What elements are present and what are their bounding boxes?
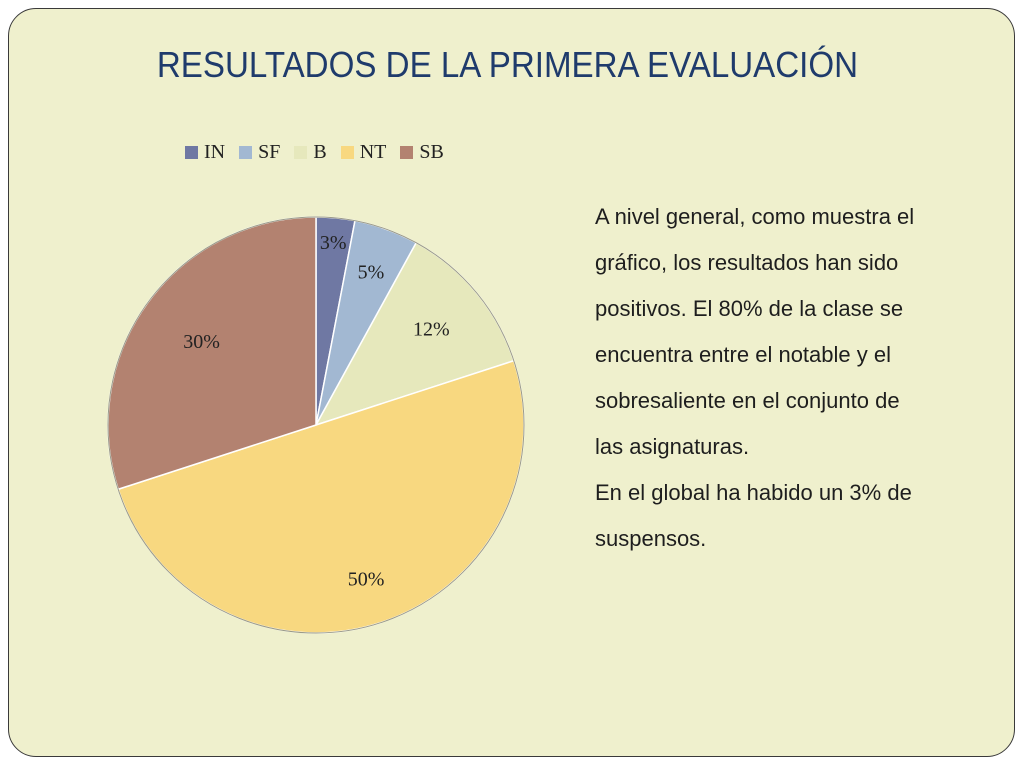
pie-label-nt: 50% bbox=[348, 568, 385, 590]
chart-legend: IN SF B NT SB bbox=[185, 140, 444, 164]
description-line-8: suspensos. bbox=[595, 526, 707, 551]
description-line-1: A nivel general, como muestra el bbox=[595, 204, 915, 229]
legend-item-sf: SF bbox=[239, 141, 280, 164]
pie-label-in: 3% bbox=[320, 232, 347, 254]
legend-label-sb: SB bbox=[419, 140, 444, 163]
pie-label-sf: 5% bbox=[358, 261, 385, 283]
description-line-3: positivos. El 80% de la clase se bbox=[595, 296, 904, 321]
pie-outline bbox=[107, 216, 525, 634]
pie-label-b: 12% bbox=[413, 319, 450, 341]
description-line-4: encuentra entre el notable y el bbox=[595, 342, 891, 367]
legend-item-sb: SB bbox=[400, 140, 444, 164]
legend-item-nt: NT bbox=[340, 140, 387, 164]
legend-label-sf: SF bbox=[258, 140, 281, 163]
legend-label-in: IN bbox=[204, 140, 226, 163]
legend-swatch-sf bbox=[239, 145, 253, 159]
description-line-2: gráfico, los resultados han sido bbox=[595, 250, 899, 275]
pie-label-sb: 30% bbox=[183, 331, 220, 353]
legend-label-b: B bbox=[313, 140, 327, 163]
description-line-6: las asignaturas. bbox=[595, 434, 750, 459]
description-line-7: En el global ha habido un 3% de bbox=[595, 480, 912, 505]
legend-swatch-in bbox=[185, 145, 198, 159]
description-line-5: sobresaliente en el conjunto de bbox=[595, 388, 900, 413]
pie-labels: 3% 5% 12% 50% 30% bbox=[183, 232, 449, 591]
legend-swatch-sb bbox=[400, 145, 414, 159]
description-text: A nivel general, como muestra el gráfico… bbox=[595, 194, 965, 562]
legend-label-nt: NT bbox=[359, 140, 387, 163]
legend-swatch-nt bbox=[340, 145, 354, 159]
pie-slices bbox=[107, 216, 525, 634]
legend-item-b: B bbox=[294, 140, 327, 164]
legend-swatch-b bbox=[294, 145, 308, 159]
slide-title: RESULTADOS DE LA PRIMERA EVALUACIÓN bbox=[156, 44, 859, 85]
legend-item-in: IN bbox=[185, 141, 225, 164]
